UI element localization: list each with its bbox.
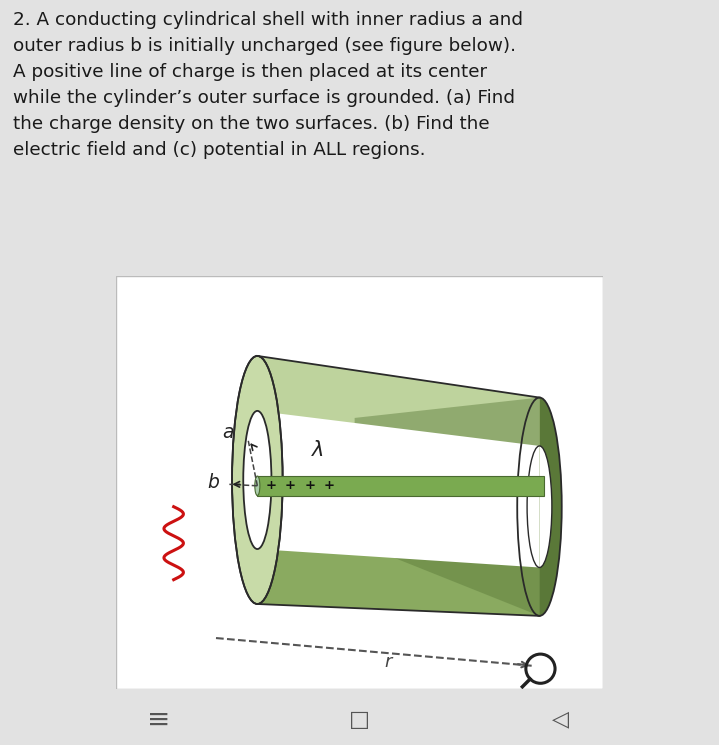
Text: 2. A conducting cylindrical shell with inner radius a and
outer radius b is init: 2. A conducting cylindrical shell with i…: [13, 11, 523, 159]
Text: +: +: [304, 479, 316, 492]
Text: ◁: ◁: [552, 710, 569, 729]
Polygon shape: [257, 356, 539, 463]
Text: +: +: [265, 479, 277, 492]
Ellipse shape: [527, 446, 552, 568]
Polygon shape: [257, 476, 544, 495]
Polygon shape: [257, 356, 539, 616]
Polygon shape: [354, 398, 539, 616]
Polygon shape: [257, 411, 539, 568]
Ellipse shape: [255, 476, 260, 495]
Ellipse shape: [517, 398, 562, 616]
Text: +: +: [324, 479, 335, 492]
Text: ≡: ≡: [147, 706, 170, 734]
Text: +: +: [285, 479, 296, 492]
Text: $a$: $a$: [221, 425, 234, 443]
Text: $b$: $b$: [206, 473, 219, 492]
Text: $\lambda$: $\lambda$: [311, 440, 324, 460]
Ellipse shape: [243, 411, 272, 549]
Text: $r$: $r$: [384, 653, 394, 670]
Text: □: □: [349, 710, 370, 729]
Ellipse shape: [232, 356, 283, 604]
